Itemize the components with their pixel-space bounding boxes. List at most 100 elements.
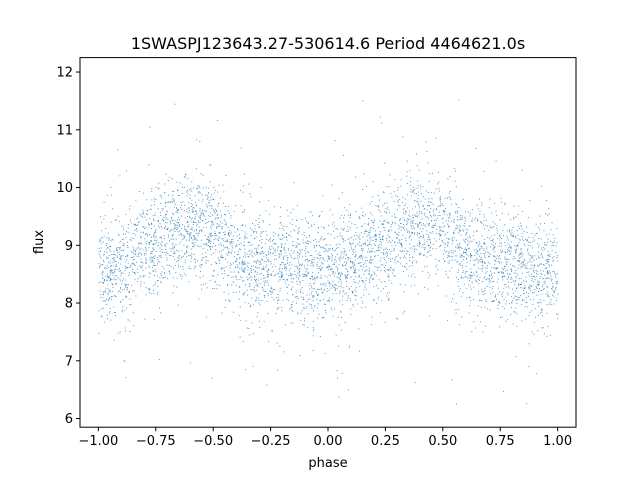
data-point (182, 201, 184, 203)
data-point (145, 227, 147, 229)
data-point (198, 221, 200, 223)
data-point (513, 236, 514, 238)
data-point (547, 270, 548, 272)
data-point (311, 287, 313, 289)
data-point (404, 266, 406, 268)
data-point (378, 249, 380, 251)
data-point (403, 224, 405, 225)
data-point (365, 242, 366, 244)
data-point (487, 308, 488, 310)
data-point (253, 289, 255, 291)
data-point (435, 247, 437, 249)
data-point (539, 215, 541, 217)
data-point (394, 213, 395, 215)
data-point (403, 271, 405, 273)
data-point (404, 310, 406, 312)
data-point (555, 252, 557, 254)
data-point (379, 266, 381, 268)
data-point (400, 179, 402, 181)
data-point (355, 276, 357, 278)
data-point (267, 273, 269, 275)
data-point (262, 267, 264, 269)
data-point (515, 237, 517, 239)
data-point (178, 243, 180, 245)
data-point (312, 276, 314, 278)
data-point (207, 187, 209, 189)
data-point (130, 303, 132, 305)
data-point (242, 211, 244, 213)
data-point (535, 233, 537, 234)
data-point (464, 225, 466, 227)
data-point (182, 255, 184, 257)
data-point (530, 276, 532, 278)
data-point (168, 270, 170, 272)
data-point (469, 247, 470, 249)
data-point (553, 291, 555, 293)
data-point (515, 236, 516, 237)
data-point (173, 201, 175, 203)
data-point (110, 291, 112, 293)
data-point (400, 243, 402, 245)
data-point (203, 214, 205, 216)
data-point (145, 241, 147, 243)
data-point (187, 245, 189, 247)
data-point (204, 244, 206, 245)
data-point (237, 267, 239, 269)
data-point (142, 232, 144, 234)
data-point (451, 267, 453, 269)
data-point (213, 186, 215, 188)
data-point (322, 267, 324, 269)
data-point (98, 332, 100, 334)
data-point (423, 239, 425, 241)
data-point (126, 266, 128, 268)
data-point (477, 220, 479, 222)
data-point (345, 274, 346, 276)
data-point (112, 239, 114, 241)
data-point (351, 263, 353, 265)
data-point (114, 259, 115, 261)
data-point (202, 220, 204, 222)
data-point (373, 219, 375, 221)
data-point (415, 200, 417, 202)
data-point (423, 234, 424, 236)
data-point (448, 238, 450, 240)
data-point (513, 272, 515, 274)
data-point (172, 255, 174, 257)
data-point (283, 246, 285, 248)
data-point (546, 312, 548, 314)
data-point (429, 211, 431, 213)
data-point (401, 251, 403, 253)
data-point (494, 223, 496, 225)
data-point (229, 242, 231, 243)
data-point (176, 229, 177, 231)
data-point (375, 235, 377, 237)
data-point (493, 301, 495, 302)
data-point (541, 293, 543, 295)
data-point (134, 223, 136, 225)
data-point (223, 219, 225, 221)
data-point (184, 204, 186, 206)
data-point (429, 201, 431, 203)
data-point (234, 226, 235, 228)
data-point (108, 237, 110, 239)
data-point (439, 215, 441, 216)
data-point (236, 245, 238, 247)
data-point (251, 254, 253, 256)
data-point (218, 244, 220, 246)
data-point (272, 231, 274, 233)
data-point (111, 265, 113, 267)
data-point (267, 269, 269, 271)
data-point (529, 286, 531, 288)
data-point (499, 291, 500, 293)
data-point (396, 317, 397, 319)
data-point (111, 299, 113, 301)
data-point (405, 240, 407, 242)
data-point (457, 210, 458, 212)
data-point (428, 205, 430, 207)
data-point (214, 218, 216, 220)
data-point (196, 213, 198, 215)
data-point (450, 249, 452, 251)
data-point (179, 182, 181, 184)
data-point (148, 223, 149, 225)
data-point (342, 287, 344, 289)
